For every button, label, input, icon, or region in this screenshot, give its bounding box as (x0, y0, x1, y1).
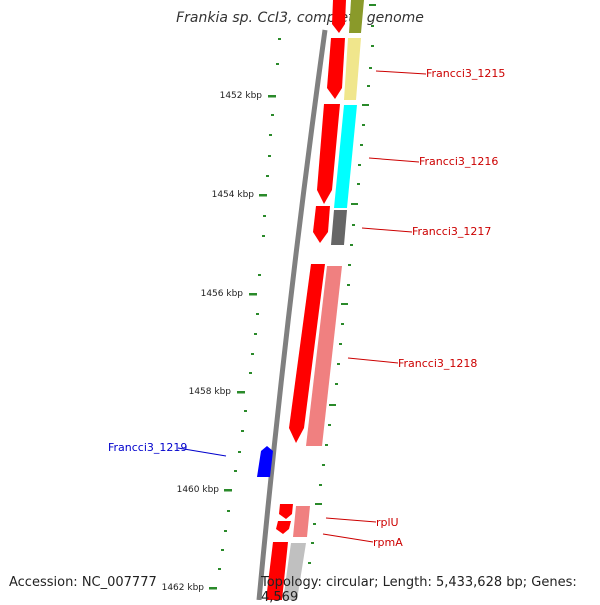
leader-francci3-1217 (361, 227, 413, 233)
leader-francci3-1215 (375, 70, 427, 75)
tick-label-1462: 1462 kbp (162, 583, 205, 593)
gene-arrow-francci3-1215 (327, 38, 345, 99)
gene-label-rplu[interactable]: rplU (376, 516, 399, 529)
minor-ticks-outer (308, 4, 376, 564)
leader-francci3-1218 (347, 357, 399, 364)
cog-segment-lightgray (283, 543, 306, 600)
leader-rpma (322, 533, 374, 543)
leader-francci3-1216 (368, 157, 420, 163)
cog-segment-pink (306, 266, 342, 446)
leader-rplu (325, 517, 377, 523)
minor-ticks-inner (218, 38, 281, 570)
tick-label-1452: 1452 kbp (220, 91, 263, 101)
tick-labels: 1452 kbp 1454 kbp 1456 kbp 1458 kbp 1460… (162, 91, 263, 593)
genome-backbone (256, 29, 328, 600)
label-leaders (177, 70, 427, 543)
leader-francci3-1219 (177, 447, 227, 457)
cog-band (283, 0, 364, 600)
major-tick-1456 (249, 293, 257, 296)
gene-label-francci3-1216[interactable]: Francci3_1216 (419, 155, 498, 168)
gene-arrow-francci3-1217 (313, 206, 330, 243)
gene-arrow-francci3-1216 (317, 104, 340, 204)
tick-label-1456: 1456 kbp (201, 289, 244, 299)
gene-arrow-rpma (276, 521, 291, 534)
tick-label-1458: 1458 kbp (189, 387, 232, 397)
gene-label-francci3-1217[interactable]: Francci3_1217 (412, 225, 491, 238)
major-tick-1460 (224, 489, 232, 492)
genome-summary-text: Topology: circular; Length: 5,433,628 bp… (261, 575, 577, 605)
cog-segment-pink-small (293, 506, 310, 537)
gene-label-francci3-1218[interactable]: Francci3_1218 (398, 357, 477, 370)
gene-arrow-francci3-1219 (257, 446, 273, 477)
cog-segment-olive (349, 0, 364, 33)
tick-label-1454: 1454 kbp (212, 190, 255, 200)
gene-arrow-francci3-1218 (289, 264, 325, 443)
major-tick-1452 (268, 95, 276, 98)
gene-label-francci3-1215[interactable]: Francci3_1215 (426, 67, 505, 80)
accession-text: Accession: NC_007777 (9, 575, 157, 590)
gene-label-rpma[interactable]: rpmA (373, 536, 403, 549)
cds-band (257, 0, 346, 600)
major-ticks (209, 95, 276, 590)
gene-arrow-rplu (279, 504, 293, 519)
tick-label-1460: 1460 kbp (177, 485, 220, 495)
major-tick-1458 (237, 391, 245, 394)
cog-segment-cyan (334, 105, 357, 208)
gene-arrow-bottom (266, 542, 288, 600)
major-tick-1454 (259, 194, 267, 197)
gene-labels: Francci3_1215 Francci3_1216 Francci3_121… (108, 67, 505, 549)
cog-segment-gray (331, 210, 347, 245)
gene-label-francci3-1219[interactable]: Francci3_1219 (108, 441, 187, 454)
gene-arrow-top (332, 0, 346, 33)
major-tick-1462 (209, 587, 217, 590)
cog-segment-yellow (344, 38, 361, 100)
